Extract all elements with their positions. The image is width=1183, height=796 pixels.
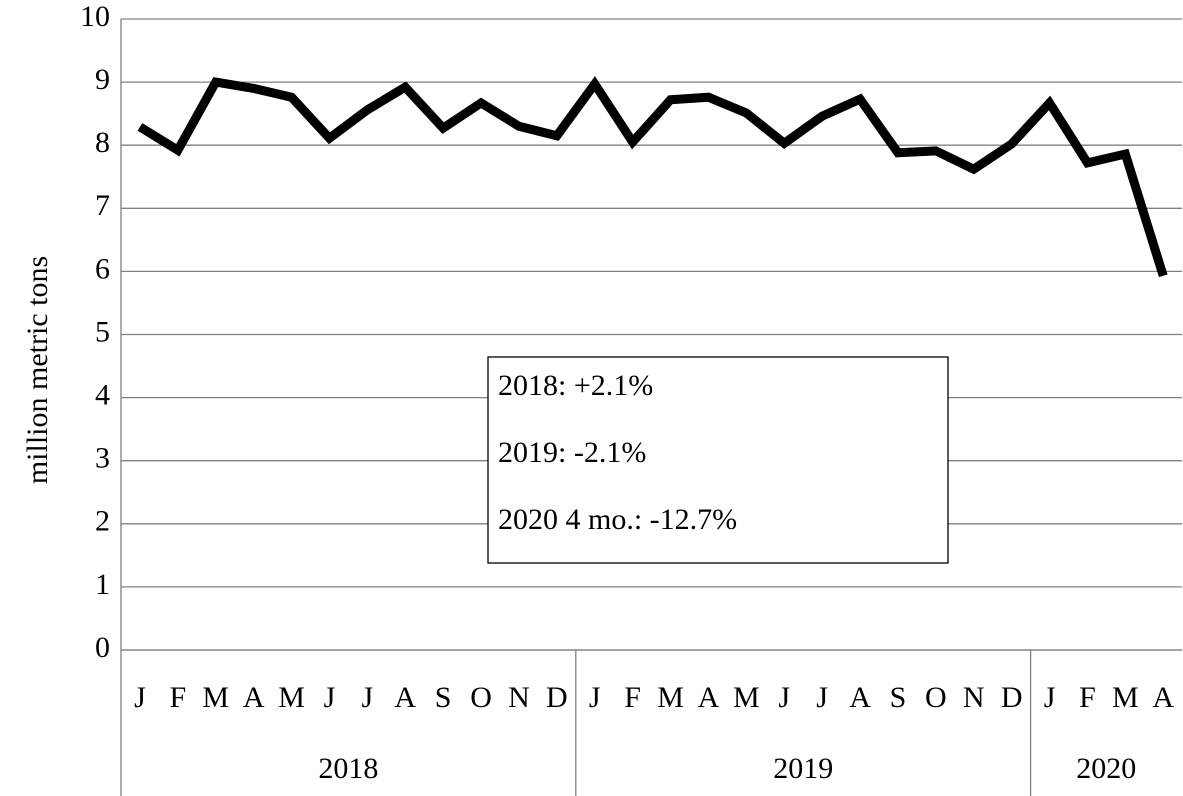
x-tick-label: O [925,681,947,714]
y-tick-label: 2 [95,505,110,538]
y-tick-label: 10 [80,0,110,33]
x-tick-label: M [733,681,760,714]
x-tick-label: J [362,681,374,714]
y-tick-label: 7 [95,189,110,222]
x-tick-label: A [1152,681,1174,714]
x-tick-label: J [589,681,601,714]
x-tick-label: O [470,681,492,714]
annotation: 2019: -2.1% [498,436,646,469]
y-tick-label: 4 [95,378,110,411]
annotation: 2020 4 mo.: -12.7% [498,503,737,536]
annotation-box [487,356,949,564]
x-tick-label: N [508,681,530,714]
y-tick-label: 9 [95,63,110,96]
x-tick-label: J [324,681,336,714]
group-label: 2020 [1076,752,1136,785]
y-tick-label: 3 [95,442,110,475]
x-tick-label: D [546,681,568,714]
x-tick-label: N [963,681,985,714]
y-tick-label: 0 [95,631,110,664]
x-tick-label: F [1079,681,1096,714]
y-axis-label: million metric tons [21,256,54,484]
data-line [137,76,1168,278]
x-tick-label: M [657,681,684,714]
x-tick-label: J [134,681,146,714]
group-label: 2019 [773,752,833,785]
y-tick-label: 1 [95,568,110,601]
x-tick-label: M [202,681,229,714]
x-tick-label: A [849,681,871,714]
y-tick-label: 8 [95,126,110,159]
x-tick-label: D [1001,681,1023,714]
group-label: 2018 [318,752,378,785]
x-tick-label: S [890,681,907,714]
annotation: 2018: +2.1% [498,369,653,402]
y-tick-label: 5 [95,315,110,348]
x-tick-label: F [170,681,187,714]
x-tick-label: A [394,681,416,714]
y-tick-label: 6 [95,252,110,285]
x-tick-label: J [778,681,790,714]
x-tick-label: A [698,681,720,714]
x-tick-label: J [1044,681,1056,714]
x-tick-label: F [624,681,641,714]
x-tick-label: S [435,681,452,714]
x-tick-label: M [278,681,305,714]
x-tick-label: A [243,681,265,714]
x-tick-label: M [1112,681,1139,714]
x-tick-label: J [816,681,828,714]
